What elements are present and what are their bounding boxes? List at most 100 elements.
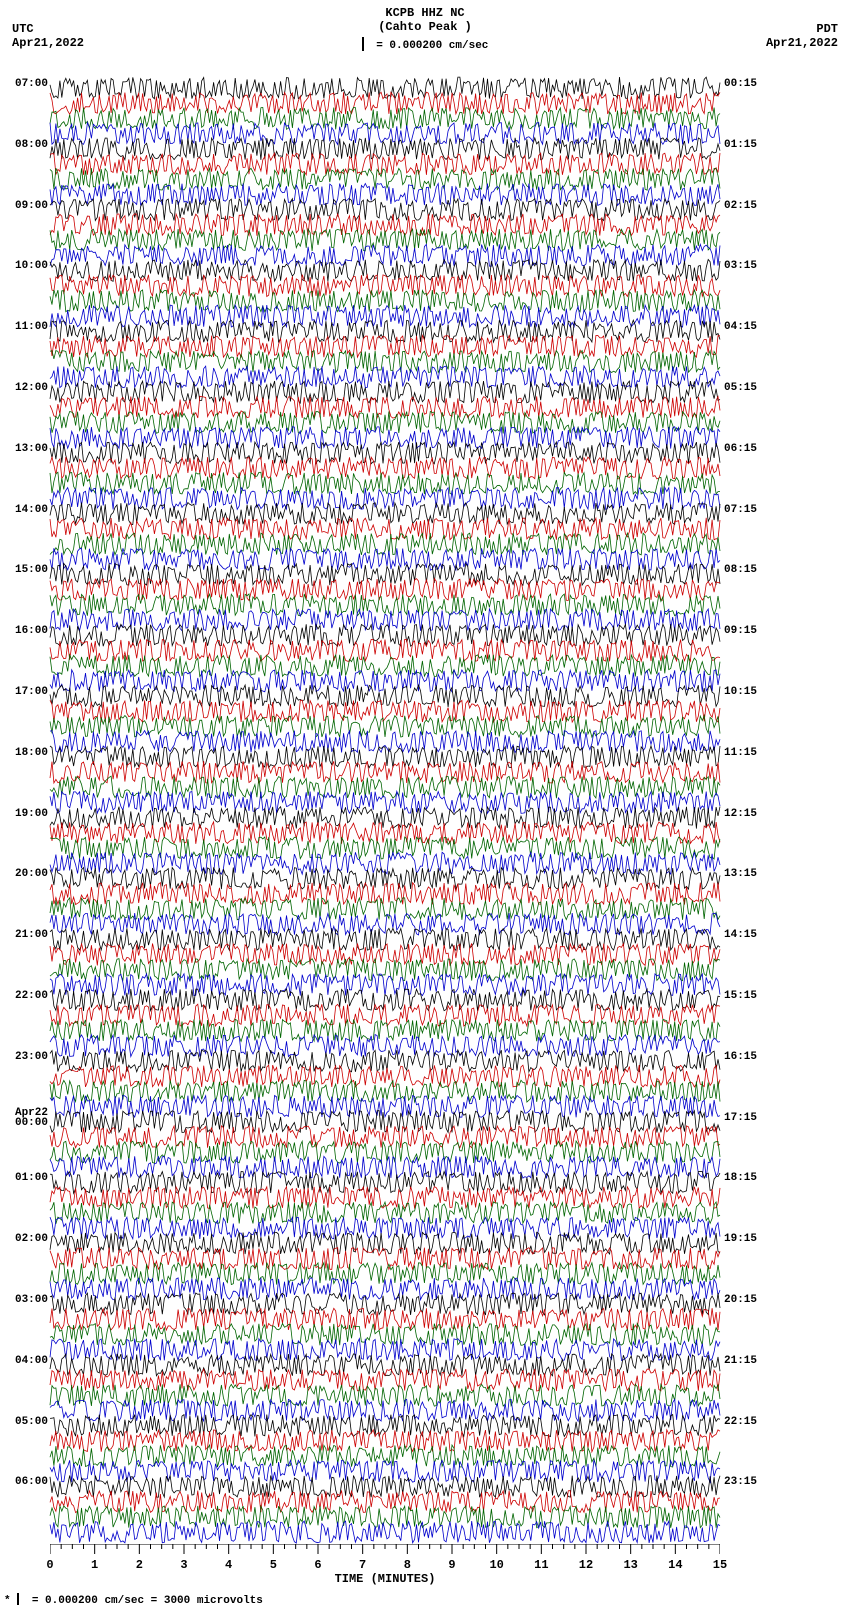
y-right-tick: 01:15 — [724, 140, 757, 151]
y-right-tick: 23:15 — [724, 1477, 757, 1488]
y-left-tick: 06:00 — [15, 1477, 48, 1488]
tz-left-date: Apr21,2022 — [12, 36, 84, 50]
y-left-tick: 12:00 — [15, 383, 48, 394]
helicorder-plot — [50, 84, 720, 1544]
y-right-tick: 04:15 — [724, 322, 757, 333]
seismic-trace — [50, 837, 720, 859]
scale-bar-icon — [362, 37, 364, 51]
x-tick-label: 0 — [46, 1558, 53, 1572]
y-right-tick: 09:15 — [724, 626, 757, 637]
y-right-tick: 10:15 — [724, 687, 757, 698]
x-tick-label: 15 — [713, 1558, 727, 1572]
y-right-tick: 02:15 — [724, 201, 757, 212]
seismic-trace — [50, 898, 720, 920]
y-left-tick: 10:00 — [15, 261, 48, 272]
station-subtitle: (Cahto Peak ) — [0, 20, 850, 34]
y-axis-left: 07:0008:0009:0010:0011:0012:0013:0014:00… — [6, 84, 50, 1544]
y-left-tick: 08:00 — [15, 140, 48, 151]
seismic-trace — [50, 639, 720, 661]
timezone-right: PDT Apr21,2022 — [766, 22, 838, 50]
seismic-trace — [50, 533, 720, 555]
y-right-tick: 03:15 — [724, 261, 757, 272]
seismic-trace — [50, 1247, 720, 1269]
y-right-tick: 11:15 — [724, 748, 757, 759]
seismic-trace — [50, 244, 720, 266]
y-right-tick: 21:15 — [724, 1356, 757, 1367]
x-tick-label: 5 — [270, 1558, 277, 1572]
title-block: KCPB HHZ NC (Cahto Peak ) — [0, 6, 850, 34]
x-axis-ticks — [50, 1544, 720, 1558]
y-right-tick: 17:15 — [724, 1113, 757, 1124]
seismic-trace — [50, 472, 720, 494]
y-left-tick: 03:00 — [15, 1295, 48, 1306]
y-right-tick: 18:15 — [724, 1173, 757, 1184]
seismic-trace — [50, 1065, 720, 1087]
y-left-tick: 16:00 — [15, 626, 48, 637]
seismic-trace — [50, 487, 720, 509]
y-left-tick: 05:00 — [15, 1417, 48, 1428]
y-right-tick: 08:15 — [724, 565, 757, 576]
y-right-tick: 22:15 — [724, 1417, 757, 1428]
x-tick-label: 6 — [314, 1558, 321, 1572]
y-right-tick: 20:15 — [724, 1295, 757, 1306]
header: KCPB HHZ NC (Cahto Peak ) = 0.000200 cm/… — [0, 0, 850, 80]
seismic-trace — [50, 1141, 720, 1163]
footer-text: = 0.000200 cm/sec = 3000 microvolts — [32, 1595, 263, 1607]
seismic-trace — [50, 1445, 720, 1467]
seismic-trace — [50, 442, 720, 464]
y-right-tick: 14:15 — [724, 930, 757, 941]
scale-text: = 0.000200 cm/sec — [376, 40, 488, 52]
x-tick-label: 10 — [489, 1558, 503, 1572]
y-right-tick: 05:15 — [724, 383, 757, 394]
y-left-tick: 20:00 — [15, 869, 48, 880]
seismic-trace — [50, 107, 720, 129]
seismic-trace — [50, 974, 720, 996]
y-right-tick: 12:15 — [724, 809, 757, 820]
seismic-trace — [50, 1202, 720, 1224]
seismic-trace — [50, 138, 720, 160]
x-tick-label: 4 — [225, 1558, 232, 1572]
y-axis-right: 00:1501:1502:1503:1504:1505:1506:1507:15… — [722, 84, 842, 1544]
seismic-trace — [50, 1506, 720, 1528]
x-axis-title: TIME (MINUTES) — [50, 1572, 720, 1586]
station-title: KCPB HHZ NC — [0, 6, 850, 20]
y-left-tick: 21:00 — [15, 930, 48, 941]
y-right-tick: 15:15 — [724, 991, 757, 1002]
x-tick-label: 1 — [91, 1558, 98, 1572]
y-left-tick: 00:00 — [15, 1118, 48, 1129]
y-right-tick: 13:15 — [724, 869, 757, 880]
footer-prefix: * — [4, 1595, 11, 1607]
y-left-tick: 04:00 — [15, 1356, 48, 1367]
seismic-trace — [50, 260, 720, 282]
seismic-trace — [50, 411, 720, 433]
trace-canvas — [50, 84, 720, 1544]
x-tick-label: 3 — [180, 1558, 187, 1572]
x-tick-label: 13 — [623, 1558, 637, 1572]
y-right-tick: 07:15 — [724, 505, 757, 516]
y-left-tick: 01:00 — [15, 1173, 48, 1184]
y-left-tick: 11:00 — [15, 322, 48, 333]
y-left-tick: 18:00 — [15, 748, 48, 759]
seismic-trace — [50, 883, 720, 905]
x-tick-label: 14 — [668, 1558, 682, 1572]
y-left-tick: 17:00 — [15, 687, 48, 698]
y-left-tick: 19:00 — [15, 809, 48, 820]
tz-right-date: Apr21,2022 — [766, 36, 838, 50]
x-tick-label: 7 — [359, 1558, 366, 1572]
seismic-trace — [50, 670, 720, 692]
y-right-tick: 16:15 — [724, 1052, 757, 1063]
scale-bar-icon — [17, 1593, 19, 1605]
timezone-left: UTC Apr21,2022 — [12, 22, 84, 50]
seismogram-container: KCPB HHZ NC (Cahto Peak ) = 0.000200 cm/… — [0, 0, 850, 1613]
y-left-tick: 22:00 — [15, 991, 48, 1002]
y-left-tick: 13:00 — [15, 444, 48, 455]
y-right-tick: 19:15 — [724, 1234, 757, 1245]
tz-right-label: PDT — [766, 22, 838, 36]
seismic-trace — [50, 655, 720, 677]
x-tick-label: 8 — [404, 1558, 411, 1572]
x-tick-label: 2 — [136, 1558, 143, 1572]
tz-left-label: UTC — [12, 22, 84, 36]
y-left-tick: 07:00 — [15, 79, 48, 90]
y-left-tick: 14:00 — [15, 505, 48, 516]
seismic-trace — [50, 1217, 720, 1239]
